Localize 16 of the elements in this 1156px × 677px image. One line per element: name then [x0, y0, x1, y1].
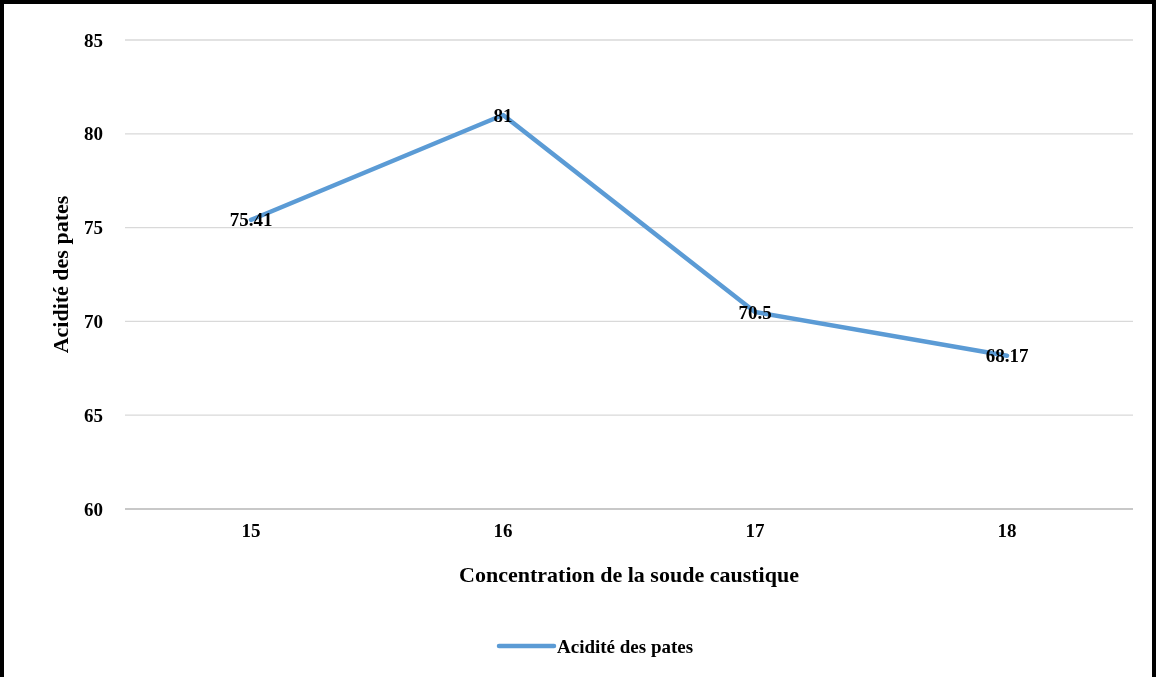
x-tick-label: 16 — [493, 520, 513, 541]
y-tick-label: 80 — [84, 123, 103, 145]
x-tick-label: 15 — [241, 520, 261, 541]
y-tick-label: 75 — [84, 217, 103, 239]
data-label: 75.41 — [229, 209, 273, 231]
x-tick-label: 17 — [745, 520, 765, 541]
y-axis-title: Acidité des pates — [48, 195, 73, 354]
y-tick-label: 60 — [84, 498, 103, 520]
y-tick-label: 85 — [84, 29, 103, 51]
data-label: 68.17 — [985, 345, 1029, 367]
x-axis-title: Concentration de la soude caustique — [459, 562, 800, 587]
y-tick-label: 70 — [84, 310, 103, 332]
data-label: 81 — [493, 104, 513, 126]
y-tick-label: 65 — [84, 404, 103, 426]
legend-label: Acidité des pates — [557, 635, 694, 657]
x-tick-label: 18 — [997, 520, 1017, 541]
